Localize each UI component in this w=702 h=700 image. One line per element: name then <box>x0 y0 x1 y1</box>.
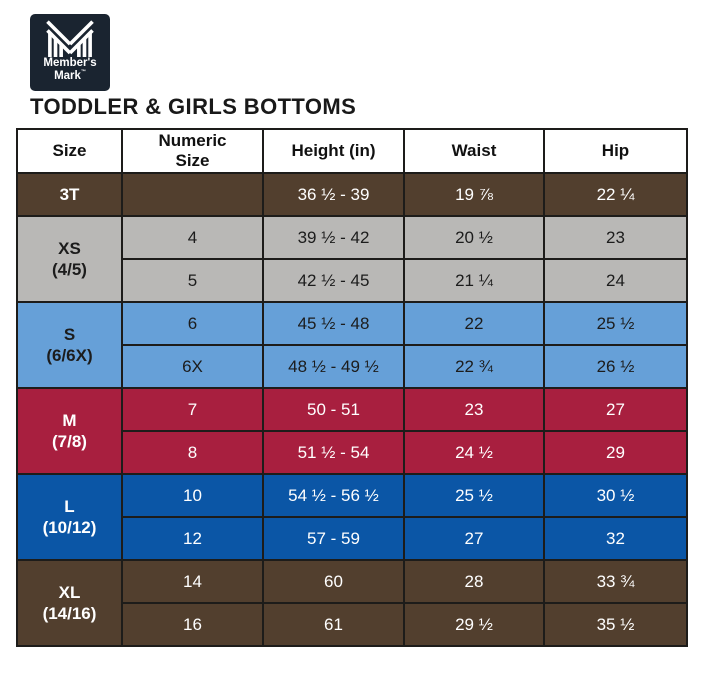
hip-cell: 26 ½ <box>543 344 688 389</box>
table-row: S (6/6X) 6 45 ½ - 48 22 25 ½ <box>16 301 688 389</box>
hip-cell: 33 ¾ <box>543 559 688 604</box>
height-cell: 60 <box>262 559 405 604</box>
header-row: Size Numeric Size Height (in) Waist Hip <box>16 128 688 174</box>
height-cell: 54 ½ - 56 ½ <box>262 473 405 518</box>
column-header-height: Height (in) <box>262 128 405 174</box>
hip-cell: 24 <box>543 258 688 303</box>
waist-cell: 19 ⅞ <box>403 172 545 217</box>
members-mark-logo: Member's Mark™ <box>30 14 110 91</box>
height-cell: 50 - 51 <box>262 387 405 432</box>
height-cell: 42 ½ - 45 <box>262 258 405 303</box>
hip-cell: 35 ½ <box>543 602 688 647</box>
waist-cell: 23 <box>403 387 545 432</box>
table-row: 3T 36 ½ - 39 19 ⅞ 22 ¼ <box>16 172 688 217</box>
table-row: 12 57 - 59 27 32 <box>17 516 688 561</box>
size-group-label: XL (14/16) <box>16 559 123 647</box>
waist-cell: 25 ½ <box>403 473 545 518</box>
waist-cell: 21 ¼ <box>403 258 545 303</box>
numeric-size-cell: 7 <box>121 387 264 432</box>
hip-cell: 27 <box>543 387 688 432</box>
waist-cell: 28 <box>403 559 545 604</box>
brand-name: Member's Mark™ <box>43 57 96 82</box>
hip-cell: 32 <box>543 516 688 561</box>
column-header-hip: Hip <box>543 128 688 174</box>
size-group-label: XS (4/5) <box>16 215 123 303</box>
size-group-label: M (7/8) <box>16 387 123 475</box>
column-header-waist: Waist <box>403 128 545 174</box>
numeric-size-cell: 16 <box>121 602 264 647</box>
column-header-size: Size <box>16 128 123 174</box>
height-cell: 45 ½ - 48 <box>262 301 405 346</box>
size-group-label: S (6/6X) <box>16 301 123 389</box>
column-header-numeric-size: Numeric Size <box>121 128 264 174</box>
height-cell: 57 - 59 <box>262 516 405 561</box>
table-row: 16 61 29 ½ 35 ½ <box>17 602 688 647</box>
numeric-size-cell: 5 <box>121 258 264 303</box>
page-title: TODDLER & GIRLS BOTTOMS <box>30 94 357 119</box>
size-group-label: 3T <box>16 172 123 217</box>
height-cell: 48 ½ - 49 ½ <box>262 344 405 389</box>
numeric-size-cell: 6X <box>121 344 264 389</box>
numeric-size-cell: 12 <box>121 516 264 561</box>
table-row: 8 51 ½ - 54 24 ½ 29 <box>17 430 688 475</box>
numeric-size-cell <box>121 172 264 217</box>
waist-cell: 20 ½ <box>403 215 545 260</box>
m-monogram-icon <box>43 20 97 57</box>
numeric-size-cell: 6 <box>121 301 264 346</box>
table-row: M (7/8) 7 50 - 51 23 27 <box>16 387 688 475</box>
table-row: 5 42 ½ - 45 21 ¼ 24 <box>17 258 688 303</box>
table-row: 6X 48 ½ - 49 ½ 22 ¾ 26 ½ <box>17 344 688 389</box>
waist-cell: 24 ½ <box>403 430 545 475</box>
table-row: L (10/12) 10 54 ½ - 56 ½ 25 ½ 30 ½ <box>16 473 688 561</box>
trademark-symbol: ™ <box>80 68 86 75</box>
table-row: XS (4/5) 4 39 ½ - 42 20 ½ 23 <box>16 215 688 303</box>
numeric-size-cell: 4 <box>121 215 264 260</box>
size-group-label: L (10/12) <box>16 473 123 561</box>
waist-cell: 29 ½ <box>403 602 545 647</box>
table-row: XL (14/16) 14 60 28 33 ¾ <box>16 559 688 647</box>
waist-cell: 22 ¾ <box>403 344 545 389</box>
hip-cell: 23 <box>543 215 688 260</box>
hip-cell: 22 ¼ <box>543 172 688 217</box>
brand-line-1: Member's <box>43 57 97 69</box>
waist-cell: 22 <box>403 301 545 346</box>
height-cell: 61 <box>262 602 405 647</box>
brand-line-2: Mark™ <box>54 68 86 82</box>
hip-cell: 29 <box>543 430 688 475</box>
waist-cell: 27 <box>403 516 545 561</box>
height-cell: 51 ½ - 54 <box>262 430 405 475</box>
hip-cell: 25 ½ <box>543 301 688 346</box>
hip-cell: 30 ½ <box>543 473 688 518</box>
size-chart-table: Size Numeric Size Height (in) Waist Hip … <box>16 128 688 647</box>
numeric-size-cell: 14 <box>121 559 264 604</box>
height-cell: 36 ½ - 39 <box>262 172 405 217</box>
height-cell: 39 ½ - 42 <box>262 215 405 260</box>
numeric-size-cell: 8 <box>121 430 264 475</box>
numeric-size-cell: 10 <box>121 473 264 518</box>
